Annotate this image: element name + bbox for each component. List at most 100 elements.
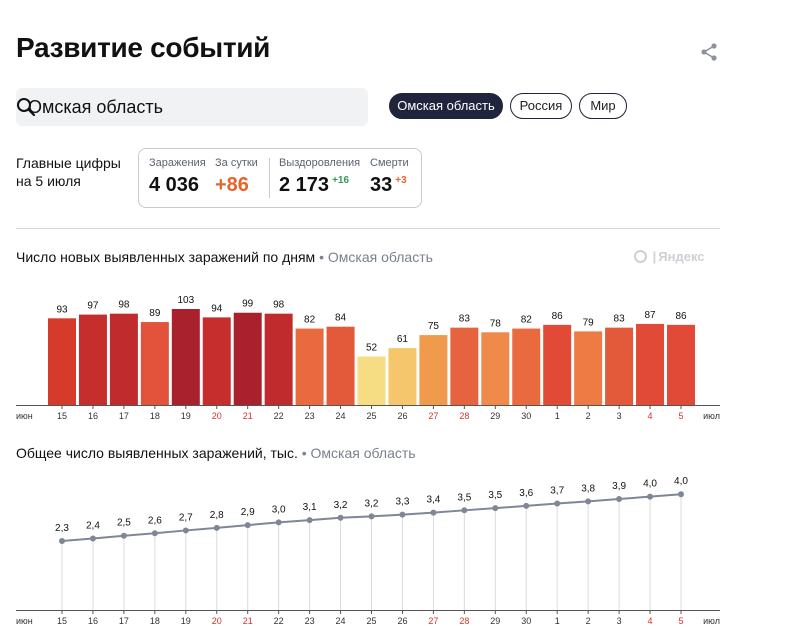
bar-chart-bar (264, 313, 293, 405)
chip-russia[interactable]: Россия (510, 93, 572, 119)
line-chart-region[interactable]: Омская область (310, 445, 416, 461)
bar-chart-month-end: июл (703, 411, 720, 421)
line-chart-value-label: 4,0 (643, 479, 657, 490)
line-chart-point (678, 491, 684, 498)
bar-chart-tick-label: 19 (181, 411, 191, 421)
stat-deaths-delta: +3 (395, 175, 407, 186)
line-chart-tick-label: 23 (305, 616, 315, 626)
line-chart-value-label: 3,7 (550, 486, 564, 497)
line-chart-tick-label: 19 (181, 616, 191, 626)
bar-chart-bar (388, 348, 417, 405)
stat-deaths-value: 33 (370, 174, 393, 196)
bar-chart-tick-label: 20 (212, 411, 222, 421)
total-cases-line-chart: 2,3 2,4 2,5 2,6 2,7 2,8 2,9 3,0 3,1 3,2 3,2 3,3 3,4 3… (16, 476, 720, 626)
bar-chart-tick-label: 30 (521, 411, 531, 421)
bar-chart-tick-label: 5 (678, 411, 683, 421)
search-input[interactable] (28, 88, 326, 126)
bar-chart-bar (574, 331, 603, 405)
line-chart-title-text: Общее число выявленных заражений, тыс. (16, 445, 298, 461)
line-chart-tick-label: 20 (212, 616, 222, 626)
yandex-watermark-text: Яндекс (658, 249, 705, 264)
line-chart-value-label: 2,5 (117, 518, 131, 529)
stat-deaths-label: Смерти (370, 157, 409, 169)
stat-infected-label: Заражения (149, 157, 206, 169)
line-chart-value-label: 2,8 (210, 510, 224, 521)
line-chart-value-label: 2,6 (148, 515, 162, 526)
line-chart-value-label: 3,6 (519, 488, 533, 499)
yandex-watermark: | Яндекс (634, 249, 705, 264)
bar-chart-bar (140, 322, 169, 405)
line-chart-value-label: 3,4 (426, 495, 440, 506)
line-chart-value-label: 2,7 (179, 512, 193, 523)
line-chart-value-label: 2,9 (241, 507, 255, 518)
bar-chart-value-label: 52 (366, 343, 378, 354)
bar-chart-bar (109, 313, 138, 405)
line-chart-point (213, 524, 220, 531)
line-chart-value-label: 2,3 (55, 523, 69, 534)
line-chart-tick-label: 1 (555, 616, 560, 626)
bar-chart-value-label: 79 (583, 317, 595, 328)
line-chart-point (306, 517, 313, 524)
divider (16, 228, 720, 229)
bar-chart-bar (636, 323, 665, 405)
line-chart-tick-label: 17 (119, 616, 129, 626)
bar-chart-bar (357, 356, 386, 405)
bar-chart-tick-label: 23 (305, 411, 315, 421)
yandex-logo-icon (634, 250, 647, 263)
line-chart-tick-label: 3 (617, 616, 622, 626)
bar-chart-bar (78, 314, 107, 405)
page-title: Развитие событий (16, 32, 271, 63)
search-icon[interactable] (16, 97, 36, 117)
bar-chart-bar (202, 317, 231, 405)
line-chart-point (647, 493, 654, 500)
line-chart-point (554, 500, 561, 507)
bar-chart-value-label: 89 (149, 308, 161, 319)
bar-chart-tick-label: 3 (617, 411, 622, 421)
chip-omsk-region[interactable]: Омская область (389, 93, 503, 119)
bar-chart-region[interactable]: Омская область (327, 249, 433, 265)
line-chart-point (120, 532, 127, 539)
search-box[interactable] (16, 88, 368, 126)
stat-infected-value: 4 036 (149, 174, 200, 196)
line-chart-point (461, 507, 468, 514)
line-chart-point (182, 527, 189, 534)
bar-chart-value-label: 93 (56, 304, 68, 315)
line-chart-point (492, 505, 499, 512)
stat-daily-value: +86 (215, 174, 249, 196)
share-icon[interactable] (699, 42, 719, 62)
line-chart-point (89, 535, 96, 542)
chip-world[interactable]: Мир (579, 93, 627, 119)
stat-recovered: Выздоровления 2 173 +16 (279, 157, 360, 197)
bar-chart-tick-label: 26 (397, 411, 407, 421)
line-chart-tick-label: 5 (678, 616, 683, 626)
line-chart-value-label: 3,5 (457, 492, 471, 503)
line-chart-tick-label: 2 (586, 616, 591, 626)
bar-chart-tick-label: 21 (243, 411, 253, 421)
bar-chart-tick-label: 4 (648, 411, 653, 421)
summary-label: Главные цифры на 5 июля (16, 154, 121, 190)
bar-chart-bar (481, 332, 510, 405)
bar-chart-value-label: 94 (211, 303, 223, 314)
stat-daily-label: За сутки (215, 157, 258, 169)
line-chart-point (430, 509, 437, 516)
bar-chart-tick-label: 1 (555, 411, 560, 421)
line-chart-tick-label: 16 (88, 616, 98, 626)
bar-chart-value-label: 75 (428, 321, 440, 332)
stat-infected: Заражения 4 036 (149, 157, 206, 197)
stat-deaths: Смерти 33 +3 (370, 157, 409, 197)
line-chart-point (275, 519, 282, 526)
bar-chart-tick-label: 18 (150, 411, 160, 421)
bar-chart-title-text: Число новых выявленных заражений по дням (16, 249, 316, 265)
bar-chart-title: Число новых выявленных заражений по дням… (16, 249, 433, 265)
line-chart-tick-label: 25 (366, 616, 376, 626)
line-chart-point (151, 530, 158, 537)
bar-chart-tick-label: 27 (428, 411, 438, 421)
line-chart-value-label: 3,5 (488, 490, 502, 501)
stat-recovered-value: 2 173 (279, 174, 330, 196)
summary-label-date: на 5 июля (16, 173, 81, 189)
line-chart-value-label: 3,3 (395, 497, 409, 508)
stat-recovered-delta: +16 (332, 175, 350, 186)
bar-chart-tick-label: 22 (274, 411, 284, 421)
line-chart-title: Общее число выявленных заражений, тыс. •… (16, 445, 416, 461)
bar-chart-tick-label: 17 (119, 411, 129, 421)
